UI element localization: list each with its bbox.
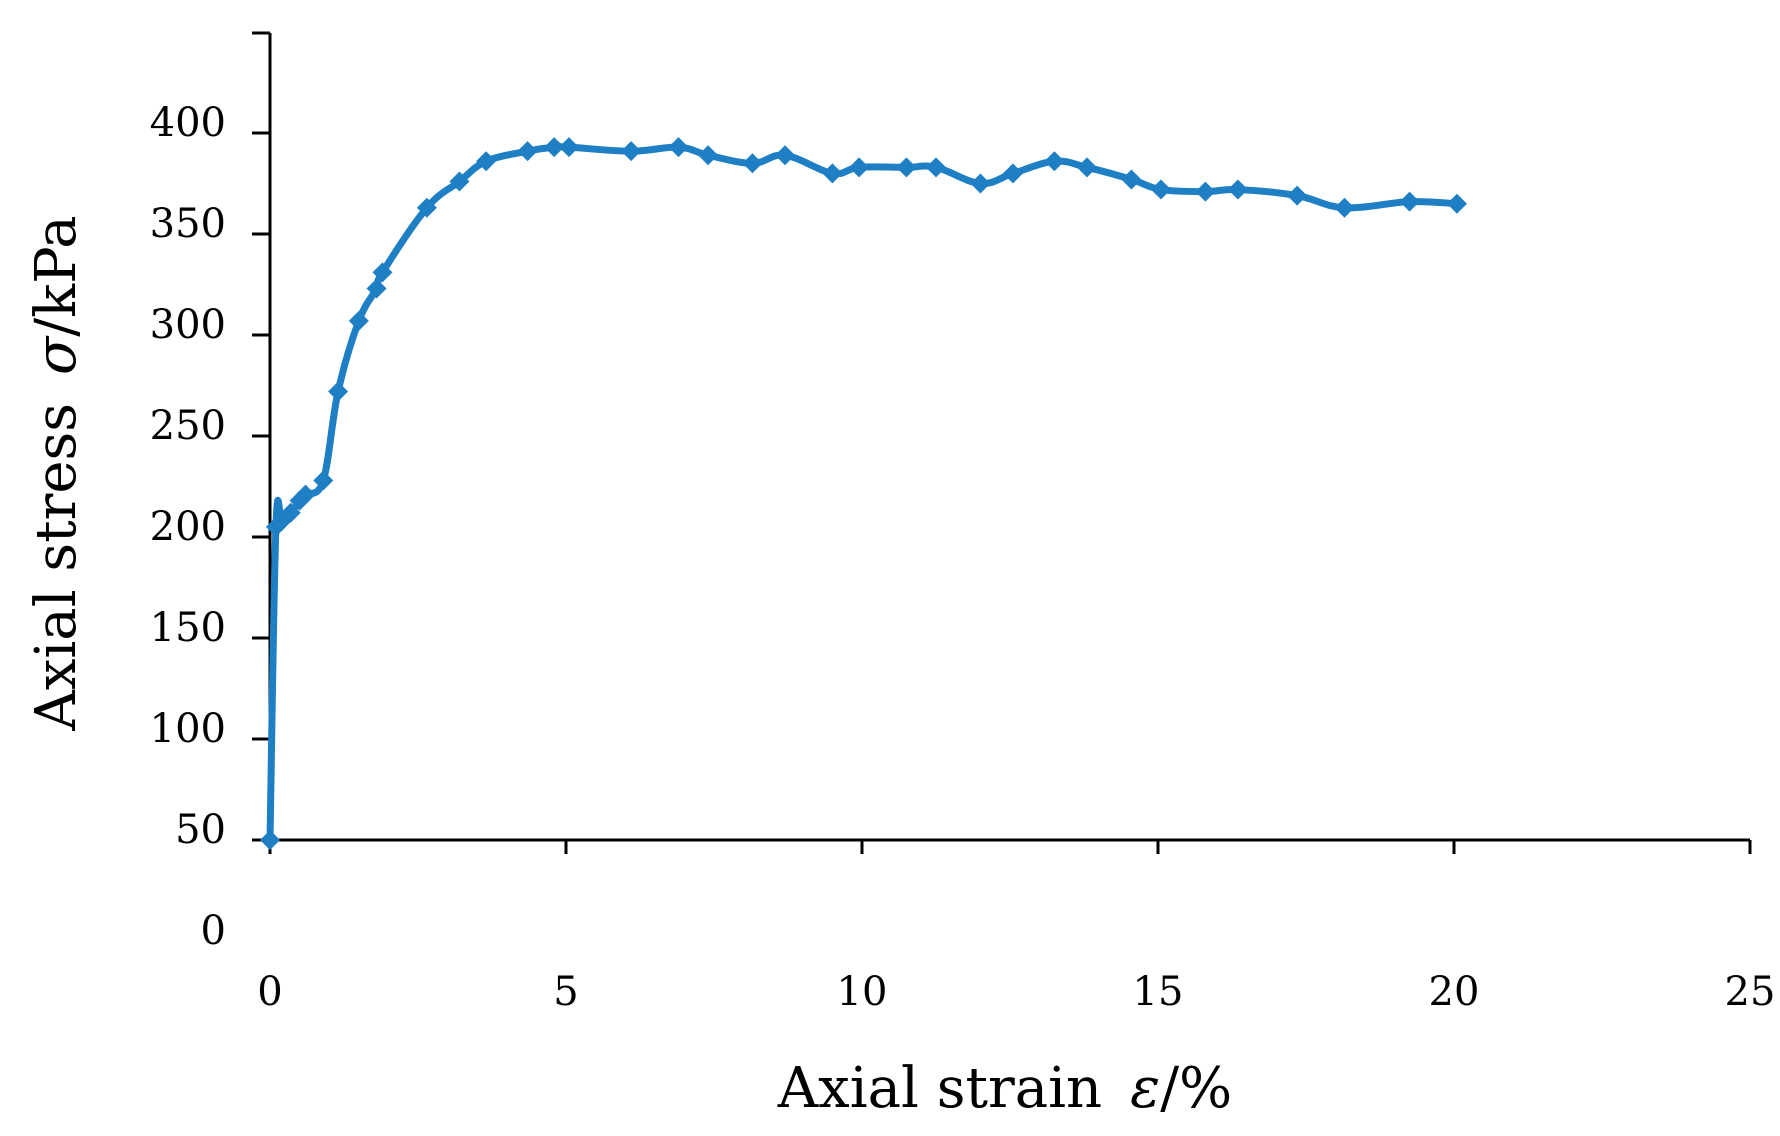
data-point-15 (544, 137, 565, 158)
y-tick-label-300: 300 (150, 302, 226, 348)
x-axis-symbol: ε (1130, 1056, 1160, 1121)
data-point-34 (1287, 185, 1308, 206)
y-tick-label-350: 350 (150, 201, 226, 247)
y-tick-label-150: 150 (150, 605, 226, 651)
data-point-14 (517, 141, 538, 162)
series-line-0 (266, 143, 1461, 844)
data-point-32 (1195, 181, 1216, 202)
data-point-27 (1002, 163, 1023, 184)
data-point-31 (1150, 179, 1171, 200)
data-point-20 (742, 153, 763, 174)
series-layer (260, 137, 1467, 850)
data-point-5 (295, 484, 316, 505)
data-point-21 (775, 145, 796, 166)
y-axis-label: Axial stress (24, 403, 89, 732)
data-point-18 (668, 137, 689, 158)
data-point-24 (896, 157, 917, 178)
data-point-35 (1334, 197, 1355, 218)
data-point-7 (328, 381, 349, 402)
y-tick-label-250: 250 (150, 403, 226, 449)
data-point-36 (1399, 191, 1420, 212)
x-tick-label-10: 10 (837, 969, 888, 1015)
y-tick-label-50: 50 (175, 807, 226, 853)
y-axis-title: Axial stress σ/kPa (24, 215, 89, 731)
x-tick-label-20: 20 (1429, 969, 1480, 1015)
x-axis-label: Axial strain (777, 1056, 1102, 1121)
x-tick-label-0: 0 (257, 969, 282, 1015)
data-point-28 (1044, 151, 1065, 172)
data-point-9 (366, 278, 387, 299)
x-tick-label-5: 5 (553, 969, 578, 1015)
y-tick-label-0: 0 (201, 908, 226, 954)
data-point-3 (280, 502, 301, 523)
x-axis-unit: /% (1160, 1056, 1232, 1121)
data-point-19 (698, 145, 719, 166)
data-point-17 (621, 141, 642, 162)
data-point-6 (313, 470, 334, 491)
x-tick-label-25: 25 (1725, 969, 1776, 1015)
data-point-25 (926, 157, 946, 178)
y-tick-label-100: 100 (150, 706, 226, 752)
y-tick-label-200: 200 (150, 504, 226, 550)
data-point-11 (416, 197, 437, 218)
data-point-22 (822, 163, 843, 184)
data-point-8 (348, 310, 369, 331)
y-axis-symbol: σ (24, 335, 89, 375)
data-point-37 (1446, 193, 1467, 214)
y-axis-unit: /kPa (24, 215, 89, 336)
y-tick-label-400: 400 (150, 100, 226, 146)
x-tick-label-15: 15 (1133, 969, 1184, 1015)
data-point-12 (449, 171, 470, 192)
x-axis-title: Axial strain ε/% (777, 1056, 1233, 1121)
data-point-26 (970, 173, 991, 194)
data-point-16 (558, 137, 579, 158)
data-point-23 (849, 157, 870, 178)
data-point-30 (1121, 169, 1142, 190)
data-point-33 (1227, 179, 1248, 200)
data-point-29 (1076, 157, 1097, 178)
data-point-13 (476, 151, 497, 172)
data-point-10 (372, 262, 393, 283)
data-point-0 (260, 830, 280, 850)
axes: 0 50 100 150 200 250 300 350 400 0 5 10 15 20 25 (150, 31, 1776, 1015)
